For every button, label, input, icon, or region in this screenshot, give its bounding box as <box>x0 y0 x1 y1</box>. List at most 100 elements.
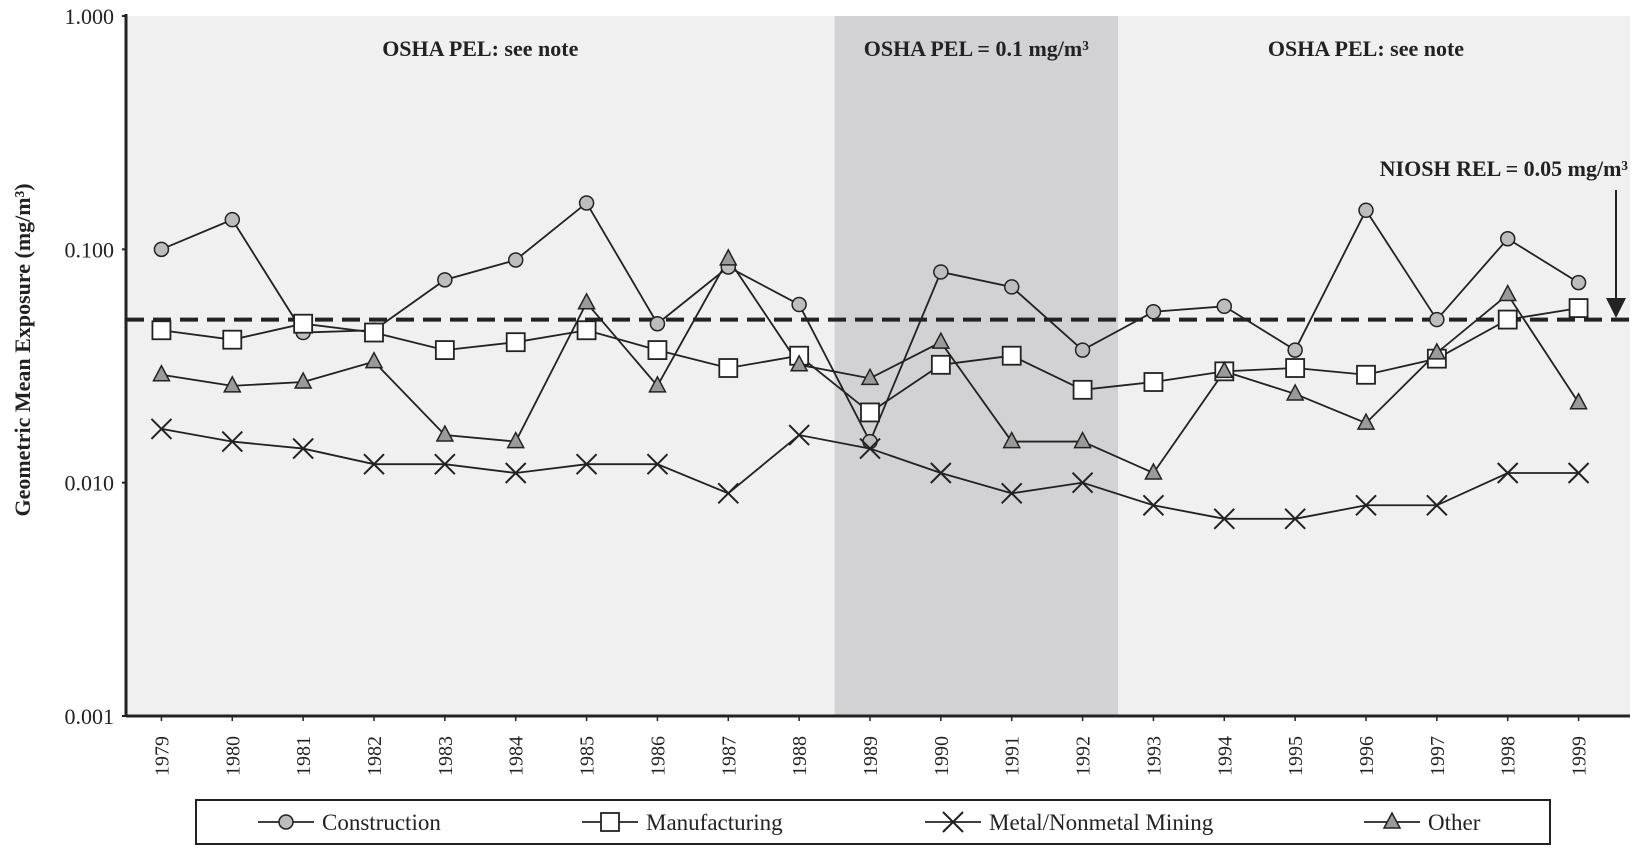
marker <box>1216 298 1233 315</box>
marker <box>1355 494 1377 516</box>
marker <box>930 354 951 375</box>
marker <box>860 367 880 386</box>
marker <box>718 358 739 378</box>
marker <box>293 313 314 334</box>
y-tick-label: 1.000 <box>65 4 115 29</box>
x-tick-label: 1993 <box>1143 736 1165 776</box>
marker <box>577 292 596 310</box>
marker <box>788 424 810 446</box>
marker <box>1497 462 1519 484</box>
marker <box>1382 811 1402 829</box>
marker <box>1426 494 1448 516</box>
marker <box>1073 430 1092 449</box>
legend-label: Metal/Nonmetal Mining <box>989 810 1214 835</box>
marker <box>931 331 951 349</box>
legend-item: Construction <box>258 810 441 835</box>
marker <box>153 241 170 258</box>
x-tick-label: 1986 <box>647 736 669 776</box>
marker <box>600 812 620 832</box>
marker <box>1497 309 1518 330</box>
marker <box>1570 274 1587 291</box>
marker <box>1144 462 1163 480</box>
marker <box>646 453 669 475</box>
marker <box>278 814 294 830</box>
annotation: NIOSH REL = 0.05 mg/m³ <box>1380 156 1629 181</box>
marker <box>1567 462 1590 484</box>
marker <box>222 329 243 350</box>
marker <box>150 418 173 440</box>
marker <box>648 375 667 393</box>
marker <box>1429 311 1445 328</box>
marker <box>434 453 456 475</box>
marker <box>1499 231 1516 247</box>
marker <box>862 433 878 450</box>
x-tick-label: 1990 <box>931 736 953 776</box>
marker <box>506 430 525 449</box>
marker <box>933 264 949 280</box>
x-tick-label: 1995 <box>1285 736 1307 776</box>
marker <box>1074 342 1091 358</box>
marker <box>505 332 526 353</box>
marker <box>364 351 384 369</box>
x-tick-label: 1981 <box>293 736 315 776</box>
marker <box>224 211 241 228</box>
marker <box>859 437 881 460</box>
marker <box>791 296 807 313</box>
marker <box>1427 342 1447 360</box>
marker <box>942 811 964 833</box>
marker <box>1356 364 1376 385</box>
y-tick-label: 0.100 <box>65 237 115 262</box>
marker <box>1285 383 1305 401</box>
x-tick-label: 1979 <box>151 736 173 776</box>
marker <box>507 252 524 268</box>
marker <box>647 340 668 360</box>
marker <box>649 315 666 332</box>
marker <box>505 462 527 484</box>
marker <box>152 364 171 382</box>
marker <box>575 453 598 475</box>
marker <box>1569 392 1588 410</box>
marker <box>1568 298 1589 318</box>
legend-box <box>195 799 1551 845</box>
marker <box>930 462 952 484</box>
marker <box>789 354 809 372</box>
x-tick-label: 1992 <box>1073 736 1095 776</box>
marker <box>221 430 243 453</box>
legend-label: Other <box>1428 810 1481 835</box>
x-tick-label: 1991 <box>1002 736 1024 776</box>
marker <box>1284 508 1306 530</box>
x-tick-label: 1987 <box>718 736 740 776</box>
marker <box>1071 471 1094 494</box>
legend-label: Manufacturing <box>646 810 783 835</box>
x-tick-label: 1985 <box>577 736 599 776</box>
x-tick-label: 1984 <box>506 736 528 776</box>
marker <box>1287 342 1303 358</box>
marker <box>1498 283 1517 302</box>
marker <box>1356 412 1376 430</box>
annotation: OSHA PEL: see note <box>382 36 578 61</box>
annotation-arrowhead <box>1606 298 1626 318</box>
y-axis-label: Geometric Mean Exposure (mg/m³) <box>10 183 35 516</box>
marker <box>860 402 880 423</box>
x-tick-label: 1998 <box>1498 736 1520 776</box>
marker <box>1358 202 1374 219</box>
x-tick-label: 1983 <box>435 736 457 776</box>
marker <box>1145 304 1162 320</box>
marker <box>364 322 384 343</box>
y-tick-label: 0.010 <box>65 471 115 496</box>
x-tick-label: 1999 <box>1569 736 1591 776</box>
marker <box>1002 430 1021 449</box>
x-tick-label: 1996 <box>1356 736 1378 776</box>
x-tick-label: 1988 <box>789 736 811 776</box>
shaded-period <box>834 16 1118 716</box>
x-tick-label: 1989 <box>860 736 882 776</box>
x-tick-label: 1982 <box>364 736 386 776</box>
legend-item: Manufacturing <box>582 810 783 835</box>
marker <box>578 195 595 211</box>
legend-item: Other <box>1364 810 1481 835</box>
marker <box>1213 508 1235 530</box>
marker <box>1001 345 1022 366</box>
marker <box>1285 358 1306 378</box>
